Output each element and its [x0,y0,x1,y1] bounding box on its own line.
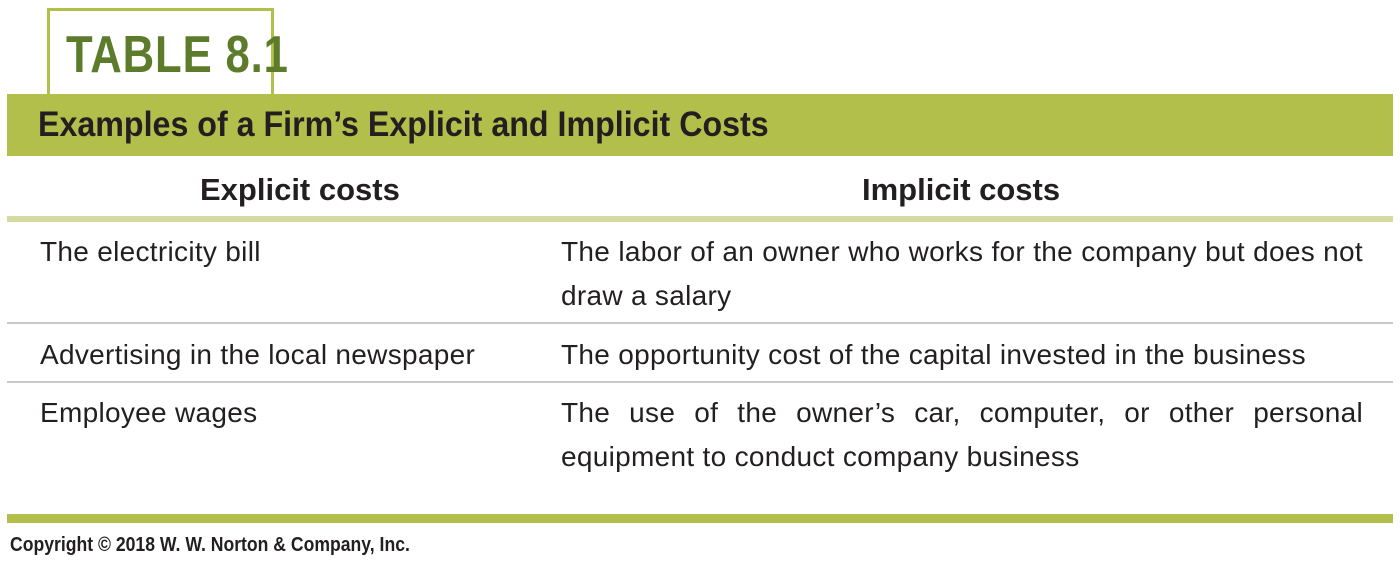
table-bottom-rule [7,514,1393,523]
row-2-implicit-cell: The opportunity cost of the capital inve… [561,339,1306,370]
row-3-implicit-cell: The use of the owner’s car, computer, or… [561,397,1363,472]
row-1-implicit-cell: The labor of an owner who works for the … [561,236,1363,311]
row-3-explicit-cell: Employee wages [40,397,258,428]
column-header-implicit: Implicit costs [862,172,1061,207]
row-divider [7,322,1393,324]
row-divider [7,381,1393,383]
table-label-tab: TABLE 8.1 [47,8,288,94]
table-number-label: TABLE 8.1 [66,26,289,84]
header-divider [7,216,1393,222]
row-2-explicit-cell: Advertising in the local newspaper [40,339,476,370]
column-header-explicit: Explicit costs [200,172,400,207]
table-title-band: Examples of a Firm’s Explicit and Implic… [7,94,1393,156]
row-1-explicit-cell: The electricity bill [40,236,261,267]
table-title: Examples of a Firm’s Explicit and Implic… [38,105,769,144]
copyright-notice: Copyright © 2018 W. W. Norton & Company,… [10,534,410,556]
